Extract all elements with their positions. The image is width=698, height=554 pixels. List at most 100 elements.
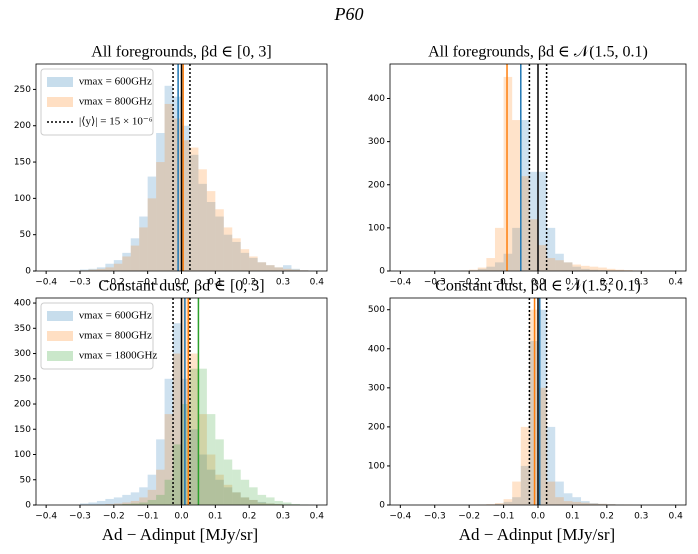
x-tick-label: 0.2 [600,278,614,288]
histogram-bar [173,353,182,505]
y-tick-label: 200 [368,180,385,190]
legend-swatch [47,331,73,341]
histogram-bar [606,268,616,271]
histogram-bar [206,191,216,271]
histogram-bar [139,487,148,505]
histogram-bar [589,503,599,505]
histogram-bar [198,454,207,505]
y-tick-label: 0 [25,501,31,511]
histogram-bar [164,479,174,505]
histogram-bar [223,484,233,505]
histogram-bar [198,414,207,505]
histogram-bar [206,414,216,505]
histogram-bar [266,503,275,505]
histogram-bar [538,171,547,271]
x-axis-label: Ad − Adinput [MJy/sr] [102,525,258,544]
histogram-bar [147,499,157,505]
histogram-bar [598,267,607,271]
histogram-bar [122,502,131,505]
histogram-bar [572,266,582,271]
histogram-bar [257,494,267,505]
histogram-bar [546,481,556,505]
histogram-bar [291,268,300,271]
histogram-bar [529,340,538,505]
histogram-bar [232,238,241,271]
histogram-bar [88,268,97,271]
y-tick-label: 250 [14,85,31,95]
histogram-bar [503,253,513,271]
x-tick-label: −0.1 [137,278,159,288]
histogram-bar [563,493,573,505]
histogram-bar [181,125,190,271]
histogram-bar [130,503,140,505]
histogram-bar [503,499,513,505]
histogram-bar [96,268,106,271]
panel-title: All foregrounds, βd ∈ 𝒩(1.5, 0.1) [428,44,648,61]
y-tick-label: 0 [25,267,31,277]
y-tick-label: 50 [20,475,32,485]
y-tick-label: 350 [14,324,31,334]
x-tick-label: −0.1 [137,512,159,522]
histogram-bar [555,497,564,505]
legend-label: νmax = 1800GHz [79,350,158,362]
legend-label: νmax = 600GHz [79,76,152,88]
histogram-bar [520,426,530,505]
histogram-bar [232,492,241,505]
histogram-bar [257,262,267,271]
x-tick-label: 0.4 [310,512,325,522]
y-tick-label: 100 [368,461,385,471]
histogram-bar [79,503,89,505]
x-tick-label: 0.3 [634,278,648,288]
histogram-bar [232,469,241,505]
histogram-bar [164,378,174,505]
histogram-bar [173,96,182,272]
histogram-bar [546,227,556,271]
histogram-bar [283,268,292,271]
x-tick-label: −0.2 [458,278,480,288]
x-axis-label: Ad − Adinput [MJy/sr] [459,525,615,544]
x-tick-label: −0.2 [103,512,125,522]
histogram-bar [215,209,224,271]
x-tick-label: 0.3 [276,278,290,288]
histogram-bar [257,501,267,505]
y-tick-label: 100 [14,194,31,204]
histogram-bar [477,268,487,271]
x-tick-label: 0.0 [174,278,189,288]
histogram-bar [581,268,590,271]
histogram-bar [130,245,140,271]
histogram-bar [156,469,165,505]
histogram-bar [257,502,267,505]
histogram-bar [494,262,504,271]
histogram-bar [274,503,284,505]
histogram-bar [512,120,521,271]
histogram-bar [555,260,564,271]
histogram-bar [538,387,547,505]
x-tick-label: 0.4 [310,278,325,288]
histogram-bar [79,269,89,271]
histogram-bar [105,503,114,505]
histogram-bar [164,414,174,505]
x-tick-label: −0.2 [103,278,125,288]
histogram-bar [283,265,292,271]
x-tick-label: 0.3 [276,512,290,522]
histogram-bar [113,260,123,271]
histogram-bar [581,501,590,505]
y-tick-label: 50 [20,230,32,240]
x-tick-label: −0.3 [69,512,91,522]
histogram-bar [223,487,233,505]
histogram-bar [512,481,521,505]
x-tick-label: 0.1 [208,512,222,522]
legend-label: νmax = 800GHz [79,330,152,342]
x-tick-label: 0.2 [242,278,256,288]
histogram-bar [147,474,157,505]
legend-box [40,302,154,370]
legend-label: νmax = 800GHz [79,96,152,108]
histogram-bar [249,499,258,505]
histogram-bar [105,267,114,271]
y-tick-label: 150 [14,425,31,435]
histogram-bar [164,103,174,272]
histogram-bar [215,216,224,271]
histogram-bar [589,266,599,271]
y-tick-label: 300 [14,349,31,359]
